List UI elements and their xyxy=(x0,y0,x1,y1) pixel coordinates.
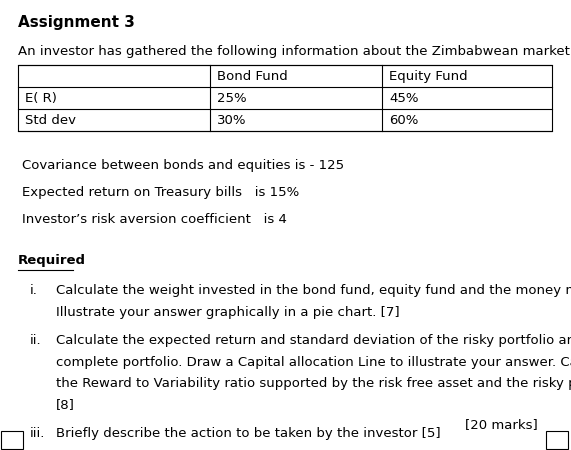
Text: Expected return on Treasury bills   is 15%: Expected return on Treasury bills is 15% xyxy=(22,186,299,199)
Text: the Reward to Variability ratio supported by the risk free asset and the risky p: the Reward to Variability ratio supporte… xyxy=(56,377,571,390)
Text: [20 marks]: [20 marks] xyxy=(465,418,538,431)
Text: Calculate the expected return and standard deviation of the risky portfolio and : Calculate the expected return and standa… xyxy=(56,334,571,347)
Text: Required: Required xyxy=(18,254,86,267)
Text: 25%: 25% xyxy=(217,92,247,105)
Text: Assignment 3: Assignment 3 xyxy=(18,15,135,30)
Text: Equity Fund: Equity Fund xyxy=(389,70,468,83)
Text: E( R): E( R) xyxy=(25,92,57,105)
Text: iii.: iii. xyxy=(30,427,45,440)
Text: 60%: 60% xyxy=(389,114,419,127)
Text: An investor has gathered the following information about the Zimbabwean market: An investor has gathered the following i… xyxy=(18,45,570,58)
Text: Briefly describe the action to be taken by the investor [5]: Briefly describe the action to be taken … xyxy=(56,427,441,440)
Bar xyxy=(546,431,568,449)
Text: Illustrate your answer graphically in a pie chart. [7]: Illustrate your answer graphically in a … xyxy=(56,306,400,319)
Text: 30%: 30% xyxy=(217,114,247,127)
Text: i.: i. xyxy=(30,284,38,297)
Text: Bond Fund: Bond Fund xyxy=(217,70,288,83)
Text: Investor’s risk aversion coefficient   is 4: Investor’s risk aversion coefficient is … xyxy=(22,213,287,226)
Text: Calculate the weight invested in the bond fund, equity fund and the money market: Calculate the weight invested in the bon… xyxy=(56,284,571,297)
Text: Std dev: Std dev xyxy=(25,114,76,127)
Text: ii.: ii. xyxy=(30,334,42,347)
Text: [8]: [8] xyxy=(56,399,75,411)
Bar xyxy=(1,431,23,449)
Text: Covariance between bonds and equities is - 125: Covariance between bonds and equities is… xyxy=(22,159,344,172)
Text: 45%: 45% xyxy=(389,92,419,105)
Text: complete portfolio. Draw a Capital allocation Line to illustrate your answer. Ca: complete portfolio. Draw a Capital alloc… xyxy=(56,356,571,369)
